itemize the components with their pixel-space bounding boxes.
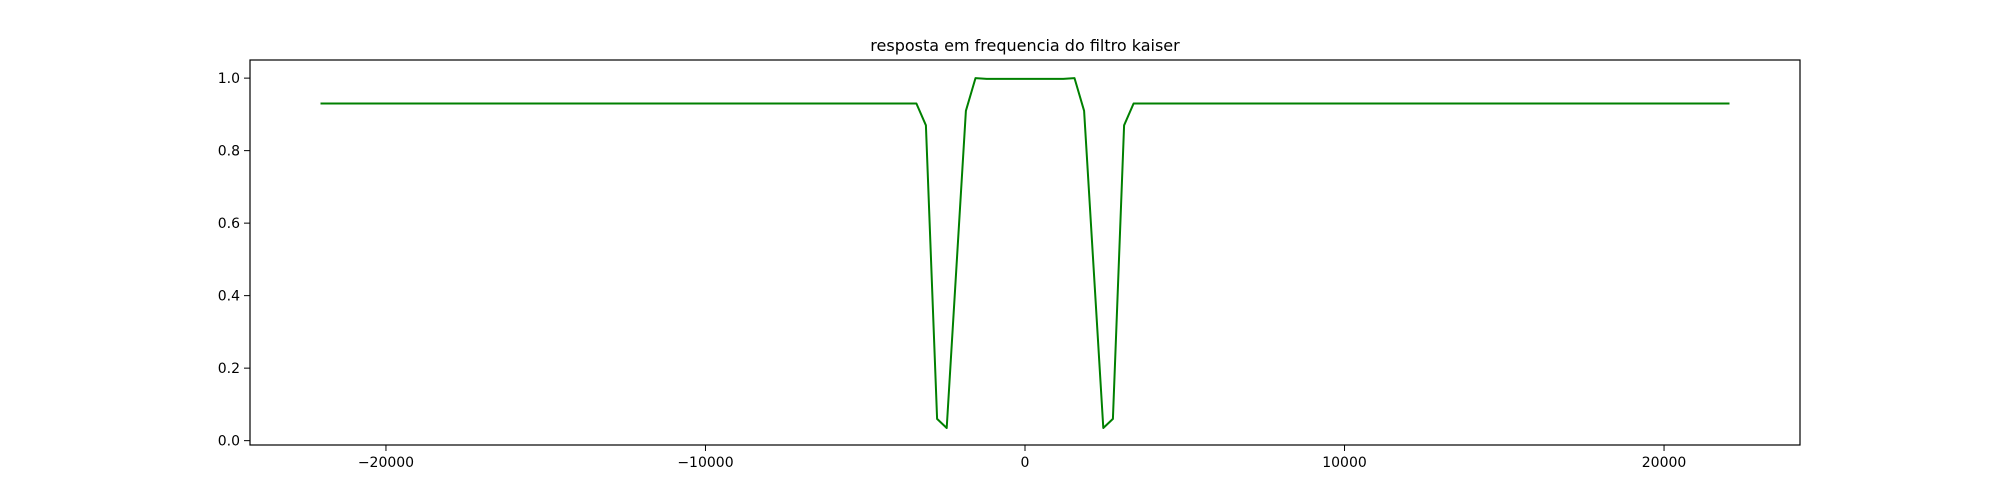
y-tick-label: 0.8: [218, 144, 240, 160]
y-tick-label: 0.4: [218, 289, 240, 305]
plot-frame: [249, 59, 1801, 446]
y-tick-label: 0.2: [218, 361, 240, 377]
series-line: [320, 77, 1730, 429]
y-tick-label: 1.0: [218, 71, 240, 87]
x-tick-label: −20000: [358, 455, 414, 471]
y-tick-label: 0.0: [218, 434, 240, 450]
x-tick-label: 0: [1021, 455, 1030, 471]
chart-title: resposta em frequencia do filtro kaiser: [870, 36, 1180, 55]
y-tick-label: 0.6: [218, 216, 240, 232]
plot-area: −20000 −10000 0 10000 20000 0.0 0.2 0.4 0.6 0.8 1.…: [218, 59, 1801, 471]
x-tick-label: −10000: [677, 455, 733, 471]
x-tick-label: 10000: [1322, 455, 1367, 471]
x-tick-label: 20000: [1642, 455, 1687, 471]
